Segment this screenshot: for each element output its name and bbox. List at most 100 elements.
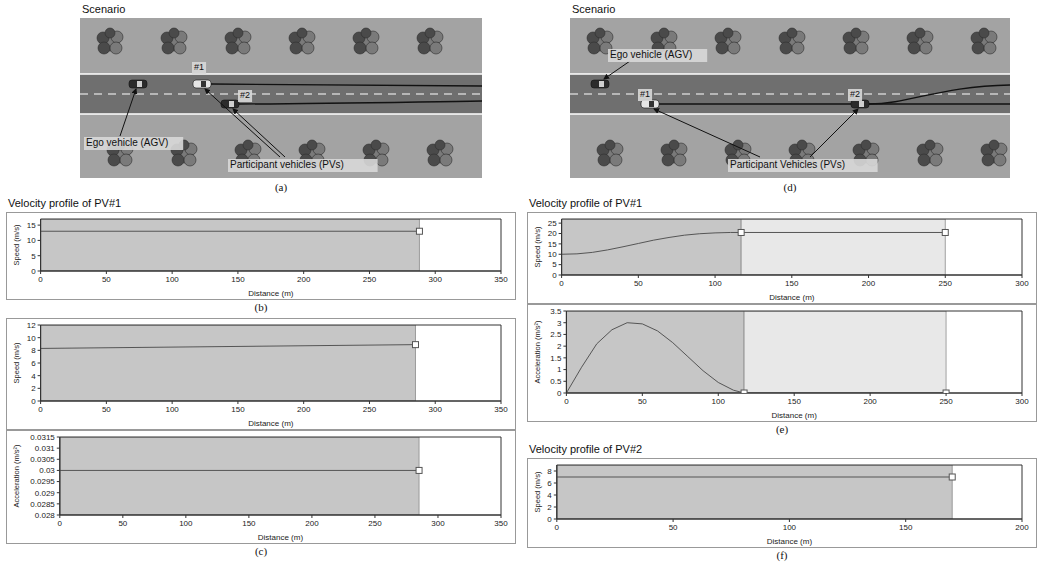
svg-text:300: 300: [429, 405, 443, 414]
svg-text:0.0315: 0.0315: [30, 433, 55, 442]
svg-text:200: 200: [305, 519, 319, 528]
svg-text:Speed (m/s): Speed (m/s): [12, 342, 21, 383]
svg-text:200: 200: [297, 275, 311, 284]
svg-text:2: 2: [557, 342, 562, 351]
svg-text:50: 50: [118, 519, 127, 528]
svg-text:2: 2: [31, 384, 36, 393]
svg-text:300: 300: [431, 519, 445, 528]
svg-text:0.0295: 0.0295: [30, 477, 55, 486]
svg-text:20: 20: [548, 229, 557, 238]
svg-text:Distance (m): Distance (m): [258, 533, 304, 542]
svg-text:150: 150: [231, 405, 245, 414]
svg-text:Scenario: Scenario: [82, 3, 125, 15]
svg-text:0: 0: [547, 515, 552, 524]
svg-text:350: 350: [494, 275, 508, 284]
svg-text:100: 100: [179, 519, 193, 528]
svg-text:0: 0: [31, 267, 36, 276]
svg-text:4: 4: [31, 372, 36, 381]
svg-text:Scenario: Scenario: [572, 3, 615, 15]
svg-text:Distance (m): Distance (m): [248, 419, 294, 428]
svg-text:0: 0: [38, 405, 43, 414]
svg-text:50: 50: [638, 397, 647, 406]
svg-text:Ego vehicle (AGV): Ego vehicle (AGV): [86, 137, 168, 148]
svg-text:4: 4: [547, 491, 552, 500]
svg-text:100: 100: [712, 397, 726, 406]
svg-text:Ego vehicle (AGV): Ego vehicle (AGV): [610, 49, 692, 60]
svg-text:15: 15: [548, 240, 557, 249]
svg-text:0: 0: [559, 279, 564, 288]
svg-text:0: 0: [31, 397, 36, 406]
svg-text:Acceleration (m/s²): Acceleration (m/s²): [533, 320, 542, 383]
svg-text:250: 250: [368, 519, 382, 528]
svg-text:100: 100: [783, 523, 797, 532]
svg-text:200: 200: [862, 279, 876, 288]
svg-text:2: 2: [547, 503, 552, 512]
svg-text:100: 100: [165, 405, 179, 414]
svg-text:6: 6: [547, 479, 552, 488]
svg-text:200: 200: [863, 397, 877, 406]
svg-text:0.0285: 0.0285: [30, 500, 55, 509]
svg-text:0.5: 0.5: [550, 377, 562, 386]
svg-text:300: 300: [1015, 279, 1029, 288]
svg-text:0.028: 0.028: [35, 511, 56, 520]
svg-text:0.029: 0.029: [35, 489, 56, 498]
svg-text:150: 150: [785, 279, 799, 288]
svg-text:Acceleration (m/s²): Acceleration (m/s²): [12, 444, 21, 507]
svg-text:10: 10: [27, 236, 36, 245]
svg-text:0: 0: [555, 523, 560, 532]
svg-text:250: 250: [363, 405, 377, 414]
svg-text:50: 50: [102, 405, 111, 414]
svg-text:8: 8: [31, 346, 36, 355]
svg-text:0.0305: 0.0305: [30, 455, 55, 464]
svg-text:Distance (m): Distance (m): [769, 293, 815, 302]
svg-text:50: 50: [634, 279, 643, 288]
svg-text:Participant vehicles (PVs): Participant vehicles (PVs): [230, 159, 344, 170]
svg-text:10: 10: [27, 334, 36, 343]
svg-text:100: 100: [165, 275, 179, 284]
svg-text:350: 350: [494, 519, 508, 528]
svg-text:300: 300: [429, 275, 443, 284]
svg-text:150: 150: [242, 519, 256, 528]
svg-text:5: 5: [31, 252, 36, 261]
svg-text:Speed (m/s): Speed (m/s): [533, 471, 542, 512]
svg-text:Participant Vehicles (PVs): Participant Vehicles (PVs): [730, 159, 845, 170]
svg-text:0: 0: [557, 389, 562, 398]
svg-text:100: 100: [708, 279, 722, 288]
svg-text:250: 250: [363, 275, 377, 284]
svg-text:150: 150: [788, 397, 802, 406]
svg-text:Speed (m/s): Speed (m/s): [533, 226, 542, 267]
svg-text:0: 0: [564, 397, 569, 406]
svg-text:300: 300: [1015, 397, 1029, 406]
svg-text:#1: #1: [194, 62, 204, 72]
svg-text:3.5: 3.5: [550, 307, 562, 316]
svg-text:10: 10: [548, 250, 557, 259]
svg-text:12: 12: [27, 321, 36, 330]
svg-text:Distance (m): Distance (m): [772, 411, 818, 420]
svg-text:#1: #1: [640, 89, 650, 99]
svg-text:0: 0: [58, 519, 63, 528]
svg-text:0.031: 0.031: [35, 444, 56, 453]
svg-text:50: 50: [102, 275, 111, 284]
svg-text:25: 25: [548, 219, 557, 228]
svg-text:250: 250: [939, 279, 953, 288]
svg-text:Distance (m): Distance (m): [767, 537, 813, 546]
svg-text:#2: #2: [240, 90, 250, 100]
svg-text:3: 3: [557, 319, 562, 328]
svg-text:50: 50: [669, 523, 678, 532]
svg-text:Distance (m): Distance (m): [248, 289, 294, 298]
svg-text:15: 15: [27, 221, 36, 230]
svg-text:6: 6: [31, 359, 36, 368]
svg-text:#2: #2: [850, 89, 860, 99]
svg-text:0.03: 0.03: [39, 466, 55, 475]
svg-text:Speed (m/s): Speed (m/s): [12, 224, 21, 265]
svg-text:0: 0: [552, 271, 557, 280]
svg-text:5: 5: [552, 260, 557, 269]
svg-text:200: 200: [297, 405, 311, 414]
svg-text:350: 350: [494, 405, 508, 414]
svg-text:200: 200: [1015, 523, 1029, 532]
svg-text:1: 1: [557, 365, 562, 374]
svg-text:8: 8: [547, 467, 552, 476]
svg-text:250: 250: [939, 397, 953, 406]
svg-text:150: 150: [899, 523, 913, 532]
svg-text:1.5: 1.5: [550, 354, 562, 363]
